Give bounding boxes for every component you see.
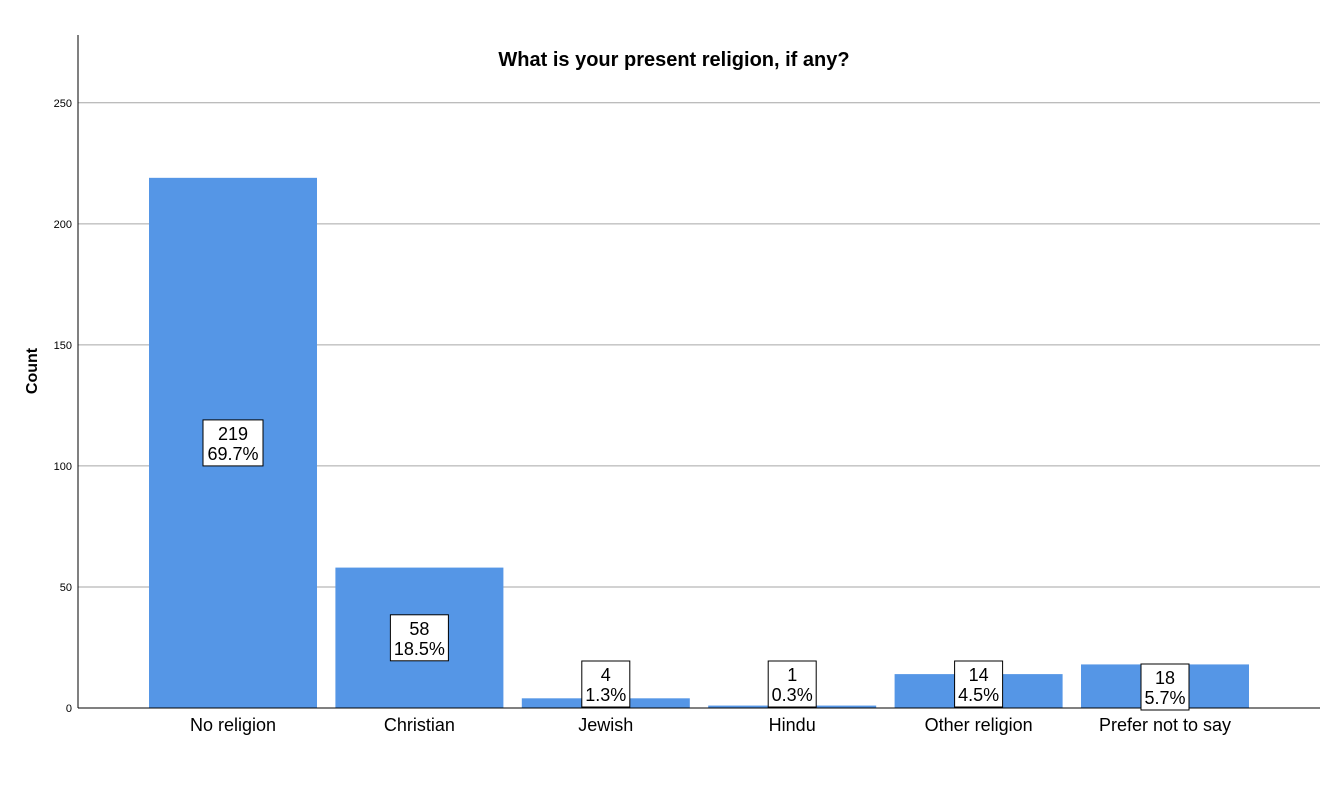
- x-tick-label: Jewish: [578, 715, 633, 735]
- y-tick-label: 200: [54, 219, 72, 231]
- data-label-count: 14: [969, 665, 989, 685]
- data-label-percent: 4.5%: [958, 685, 999, 705]
- y-tick-label: 0: [66, 703, 72, 715]
- data-label-percent: 18.5%: [394, 639, 445, 659]
- chart-title: What is your present religion, if any?: [498, 49, 849, 71]
- data-label-box: [581, 660, 631, 708]
- x-tick-label: Other religion: [925, 715, 1033, 735]
- y-tick-label: 100: [54, 461, 72, 473]
- data-label-box: [1140, 663, 1190, 711]
- x-tick-label: Hindu: [769, 715, 816, 735]
- data-label-count: 58: [409, 619, 429, 639]
- y-tick-label: 50: [60, 582, 72, 594]
- y-tick-labels: 0 50 100 150 200 250: [54, 98, 72, 715]
- data-label-count: 1: [787, 665, 797, 685]
- x-tick-label: Prefer not to say: [1099, 715, 1231, 735]
- data-label-box: [202, 419, 264, 467]
- data-label-percent: 1.3%: [585, 685, 626, 705]
- data-label-count: 219: [218, 424, 248, 444]
- data-label-percent: 69.7%: [207, 444, 258, 464]
- data-label-count: 4: [601, 665, 611, 685]
- axes: [77, 35, 1320, 709]
- x-tick-label: No religion: [190, 715, 276, 735]
- y-tick-label: 250: [54, 98, 72, 110]
- bars: [149, 177, 1249, 708]
- data-label-box: [954, 660, 1004, 708]
- data-label-box: [389, 614, 449, 662]
- data-label-percent: 0.3%: [772, 685, 813, 705]
- data-label-box: [767, 660, 817, 708]
- data-label-count: 18: [1155, 668, 1175, 688]
- x-tick-labels: No religion Christian Jewish Hindu Other rel…: [190, 715, 1231, 735]
- data-label-percent: 5.7%: [1144, 688, 1185, 708]
- y-axis-label: Count: [24, 347, 41, 394]
- y-tick-label: 150: [54, 340, 72, 352]
- x-tick-label: Christian: [384, 715, 455, 735]
